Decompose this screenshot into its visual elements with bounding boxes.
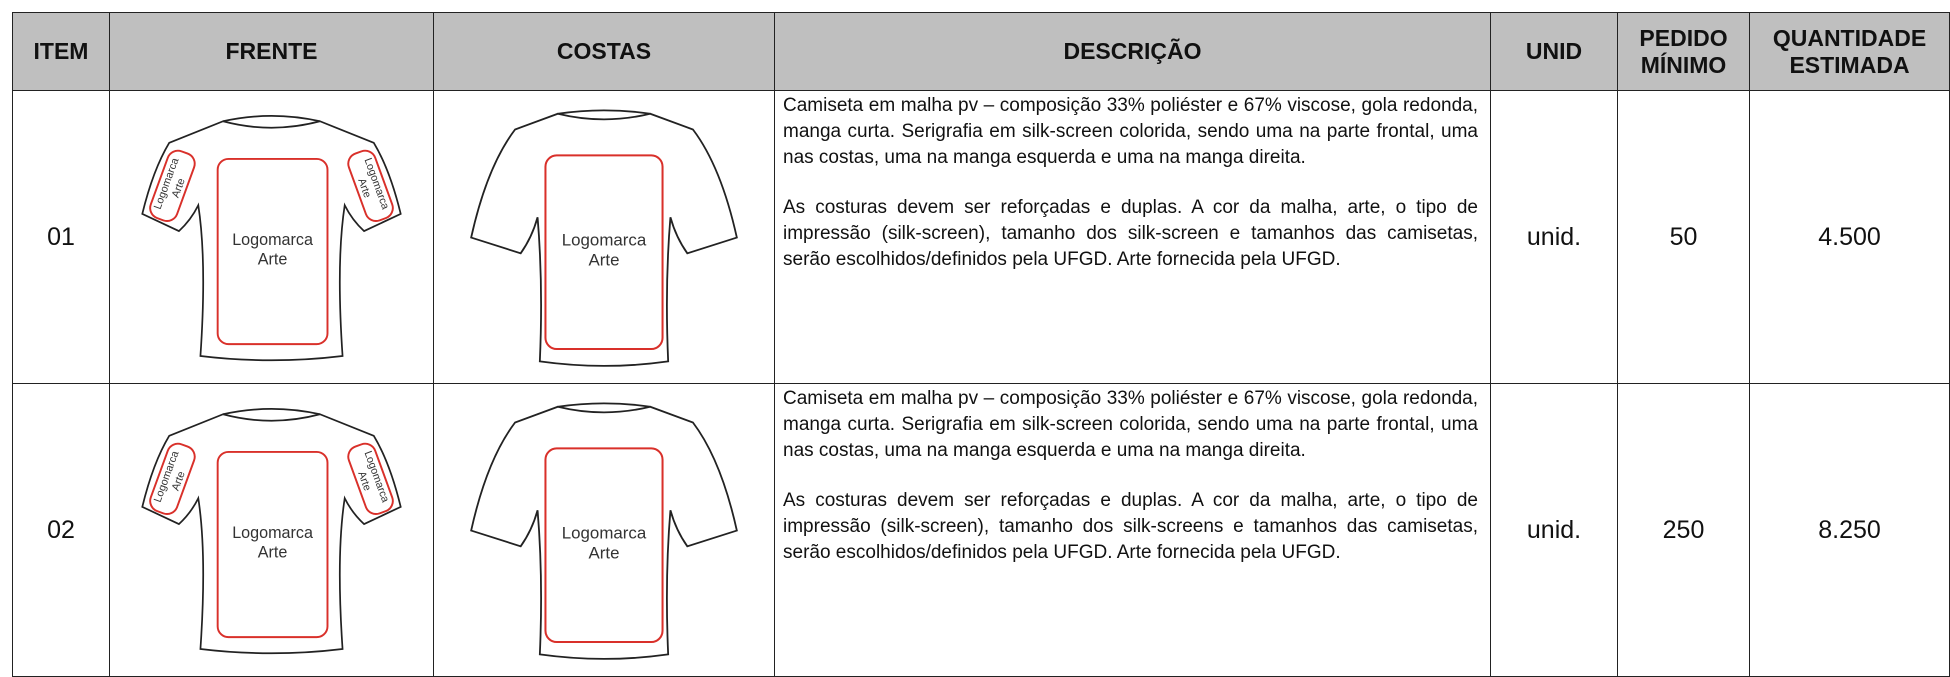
item-number: 02 bbox=[12, 383, 110, 677]
estimated-quantity: 8.250 bbox=[1749, 383, 1950, 677]
header: DESCRIÇÃO bbox=[774, 12, 1491, 91]
back-cell: Logomarca Arte bbox=[433, 383, 775, 677]
header-line: ESTIMADA bbox=[1789, 51, 1910, 78]
description: Camiseta em malha pv – composição 33% po… bbox=[774, 90, 1491, 384]
item-row: 01 Logomarca Arte Logomarca Arte Logomarca Art… bbox=[12, 90, 1950, 384]
front-cell: Logomarca Arte Logomarca Arte Logomarca Arte bbox=[109, 383, 434, 677]
logo-text: Logomarca bbox=[232, 231, 313, 249]
header-line: QUANTIDADE bbox=[1772, 25, 1927, 52]
min-order: 250 bbox=[1617, 383, 1750, 677]
estimated-quantity: 4.500 bbox=[1749, 90, 1950, 384]
header-line: PEDIDO bbox=[1639, 25, 1728, 52]
description-paragraph: As costuras devem ser reforçadas e dupla… bbox=[783, 197, 1478, 271]
min-order: 50 bbox=[1617, 90, 1750, 384]
header: COSTAS bbox=[433, 12, 775, 91]
logo-text: Arte bbox=[589, 544, 620, 563]
logo-text: Logomarca bbox=[562, 230, 647, 249]
header: FRENTE bbox=[109, 12, 434, 91]
description: Camiseta em malha pv – composição 33% po… bbox=[774, 383, 1491, 677]
logo-text: Logomarca bbox=[562, 523, 647, 542]
items-table: ITEM FRENTE COSTAS DESCRIÇÃO UNID PEDIDO… bbox=[12, 12, 1950, 677]
description-paragraph: Camiseta em malha pv – composição 33% po… bbox=[783, 388, 1478, 461]
logo-text: Arte bbox=[258, 543, 288, 561]
header: PEDIDO MÍNIMO bbox=[1617, 12, 1750, 91]
back-cell: Logomarca Arte bbox=[433, 90, 775, 384]
header: UNID bbox=[1490, 12, 1618, 91]
logo-text: Arte bbox=[589, 251, 620, 270]
back-shirt: Logomarca Arte bbox=[470, 402, 738, 660]
header: QUANTIDADE ESTIMADA bbox=[1749, 12, 1950, 91]
header: ITEM bbox=[12, 12, 110, 91]
unit: unid. bbox=[1490, 90, 1618, 384]
item-number: 01 bbox=[12, 90, 110, 384]
header-line: MÍNIMO bbox=[1640, 51, 1727, 78]
unit: unid. bbox=[1490, 383, 1618, 677]
logo-text: Logomarca bbox=[232, 524, 313, 542]
front-cell: Logomarca Arte Logomarca Arte Logomarca Arte bbox=[109, 90, 434, 384]
item-row: 02 Logomarca Arte Logomarca Arte Logomarca Art… bbox=[12, 383, 1950, 677]
logo-text: Arte bbox=[258, 250, 288, 268]
description-paragraph: Camiseta em malha pv – composição 33% po… bbox=[783, 95, 1478, 168]
header-row: ITEM FRENTE COSTAS DESCRIÇÃO UNID PEDIDO… bbox=[12, 12, 1950, 91]
description-paragraph: As costuras devem ser reforçadas e dupla… bbox=[783, 490, 1478, 564]
back-shirt: Logomarca Arte bbox=[470, 109, 738, 367]
